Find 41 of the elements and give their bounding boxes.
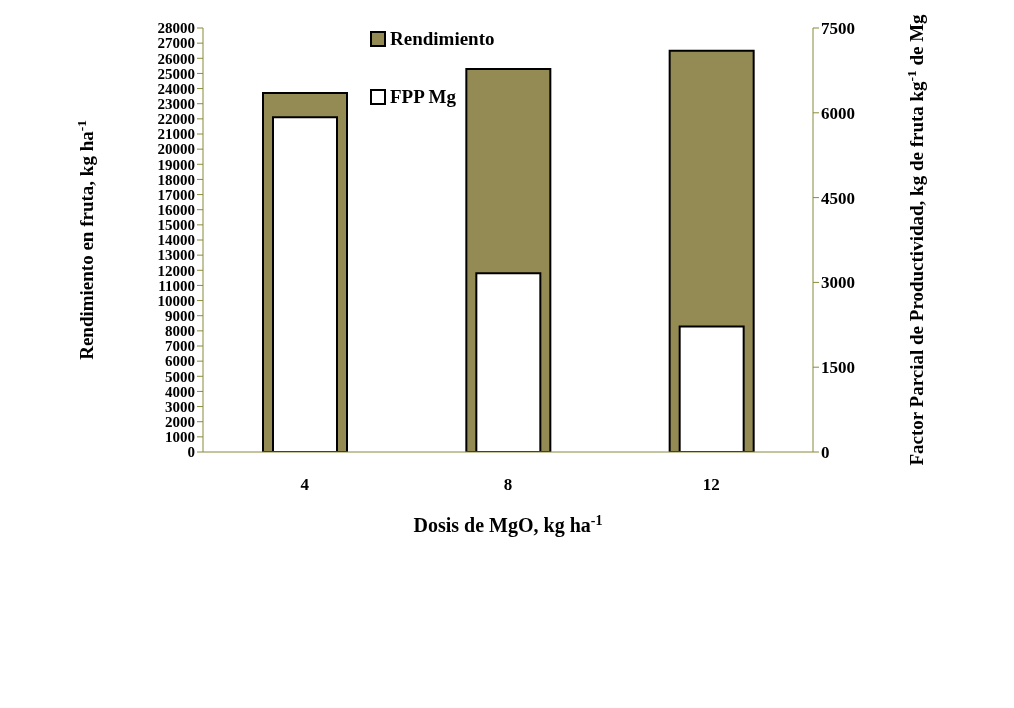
y-tick-label: 15000 — [157, 217, 195, 234]
y2-tick-label: 4500 — [821, 188, 855, 208]
y2-tick-label: 0 — [821, 443, 830, 463]
y2-tick-label: 3000 — [821, 273, 855, 293]
y-tick-label: 11000 — [158, 277, 195, 294]
y-tick-label: 26000 — [157, 50, 195, 67]
y2-tick-label: 6000 — [821, 103, 855, 123]
y-tick-label: 5000 — [165, 368, 195, 385]
y-tick-label: 25000 — [157, 65, 195, 82]
y-tick-label: 24000 — [157, 80, 195, 97]
y-tick-label: 23000 — [157, 96, 195, 113]
y-tick-label: 13000 — [157, 247, 195, 264]
x-axis-title: Dosis de MgO, kg ha$^{-1}$ — [413, 512, 603, 537]
y-tick-label: 19000 — [157, 156, 195, 173]
y-tick-label: 4000 — [165, 383, 195, 400]
y-tick-label: 9000 — [165, 308, 195, 325]
x-tick-label: 12 — [702, 475, 720, 495]
x-tick-label: 8 — [503, 475, 513, 495]
y-tick-label: 22000 — [157, 111, 195, 128]
x-tick-label: 4 — [300, 475, 310, 495]
y-tick-label: 3000 — [165, 398, 195, 415]
y-tick-label: 27000 — [157, 35, 195, 52]
y-tick-label: 10000 — [157, 292, 195, 309]
y-tick-label: 20000 — [157, 141, 195, 158]
y-tick-label: 14000 — [157, 232, 195, 249]
y-tick-label: 18000 — [157, 171, 195, 188]
y-tick-label: 1000 — [165, 429, 195, 446]
y2-tick-label: 1500 — [821, 358, 855, 378]
y-tick-label: 16000 — [157, 202, 195, 219]
y-tick-label: 17000 — [157, 186, 195, 203]
y-tick-label: 0 — [187, 444, 195, 461]
legend-label: FPP Mg — [390, 86, 456, 108]
y-tick-label: 2000 — [165, 414, 195, 431]
y-tick-label: 7000 — [165, 338, 195, 355]
y-tick-label: 12000 — [157, 262, 195, 279]
y-tick-label: 21000 — [157, 126, 195, 143]
y-tick-label: 8000 — [165, 323, 195, 340]
y-tick-label: 6000 — [165, 353, 195, 370]
legend-label: Rendimiento — [390, 28, 495, 50]
y-tick-label: 28000 — [157, 20, 195, 37]
y2-tick-label: 7500 — [821, 19, 855, 39]
